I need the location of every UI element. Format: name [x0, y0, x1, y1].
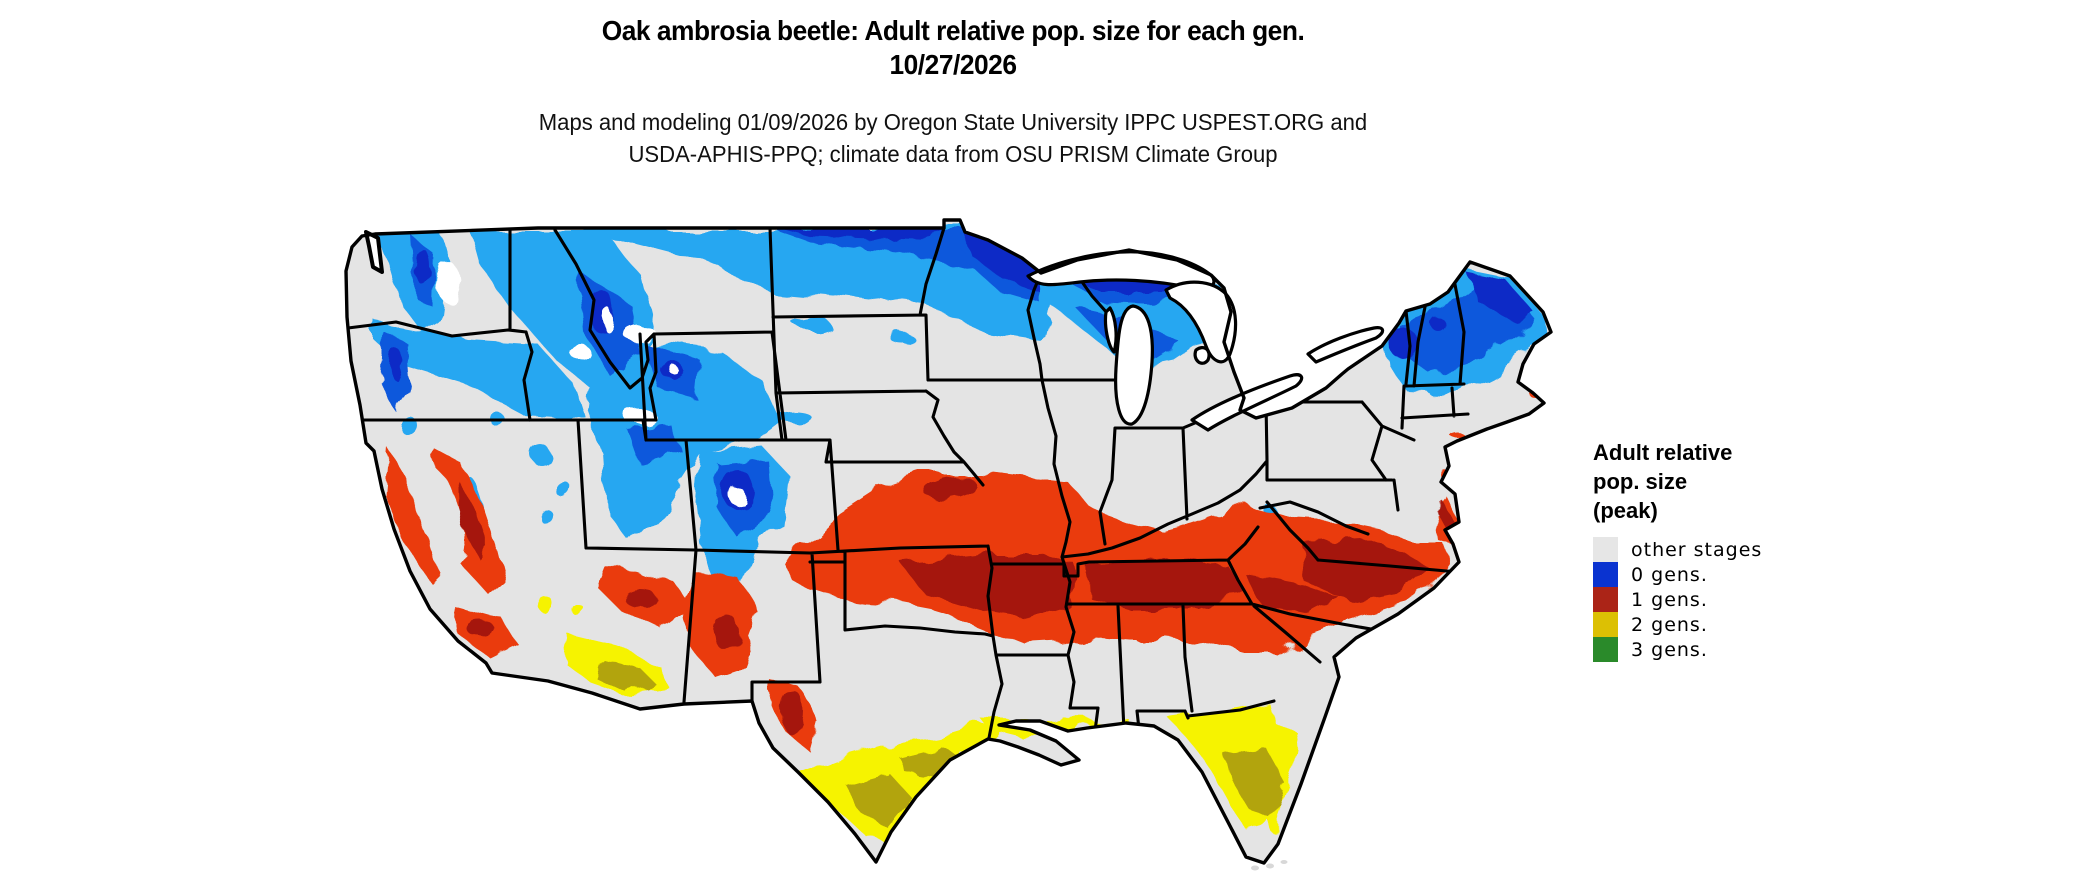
title-date-line: 10/27/2026: [889, 49, 1017, 80]
map-legend: Adult relative pop. size (peak) other st…: [1593, 438, 1823, 662]
lake-michigan: [1114, 304, 1154, 426]
legend-item-1-gens: 1 gens.: [1593, 587, 1823, 612]
legend-label: 1 gens.: [1631, 588, 1708, 611]
legend-title-line-2: pop. size: [1593, 469, 1688, 494]
legend-title-line-3: (peak): [1593, 498, 1658, 523]
legend-title-line-1: Adult relative: [1593, 440, 1733, 465]
attribution-subtitle: Maps and modeling 01/09/2026 by Oregon S…: [367, 106, 1538, 170]
state-borders: [346, 226, 1470, 740]
region-1-gen-dark: [458, 477, 1454, 734]
figure-header: Oak ambrosia beetle: Adult relative pop.…: [343, 14, 1563, 170]
legend-item-2-gens: 2 gens.: [1593, 612, 1823, 637]
legend-label: 2 gens.: [1631, 613, 1708, 636]
legend-swatch-other-stages: [1593, 537, 1618, 562]
legend-swatch-2-gens: [1593, 612, 1618, 637]
subtitle-line-1: Maps and modeling 01/09/2026 by Oregon S…: [538, 109, 1368, 135]
legend-swatch-0-gens: [1593, 562, 1618, 587]
legend-items: other stages 0 gens. 1 gens. 2 gens. 3 g…: [1593, 537, 1823, 662]
page-title: Oak ambrosia beetle: Adult relative pop.…: [380, 14, 1527, 82]
lake-huron: [1164, 280, 1238, 364]
saginaw-bay: [1193, 346, 1211, 365]
title-line-1: Oak ambrosia beetle: Adult relative pop.…: [601, 15, 1305, 46]
florida-keys: [1251, 860, 1288, 871]
puget-sound: [364, 230, 384, 274]
great-lakes: [1026, 250, 1385, 432]
legend-label: 3 gens.: [1631, 638, 1708, 661]
green-bay: [1103, 306, 1118, 354]
legend-label: other stages: [1631, 538, 1763, 561]
us-map-figure: [340, 212, 1564, 872]
legend-item-0-gens: 0 gens.: [1593, 562, 1823, 587]
region-peaks-white: [436, 262, 745, 507]
legend-item-other-stages: other stages: [1593, 537, 1823, 562]
legend-swatch-3-gens: [1593, 637, 1618, 662]
legend-swatch-1-gens: [1593, 587, 1618, 612]
us-map: [344, 218, 1553, 871]
us-coastline: [344, 218, 1553, 865]
legend-title: Adult relative pop. size (peak): [1593, 438, 1823, 525]
legend-item-3-gens: 3 gens.: [1593, 637, 1823, 662]
subtitle-line-2: USDA-APHIS-PPQ; climate data from OSU PR…: [628, 141, 1278, 167]
lake-erie: [1190, 373, 1304, 432]
legend-label: 0 gens.: [1631, 563, 1708, 586]
lake-ontario: [1306, 326, 1385, 364]
